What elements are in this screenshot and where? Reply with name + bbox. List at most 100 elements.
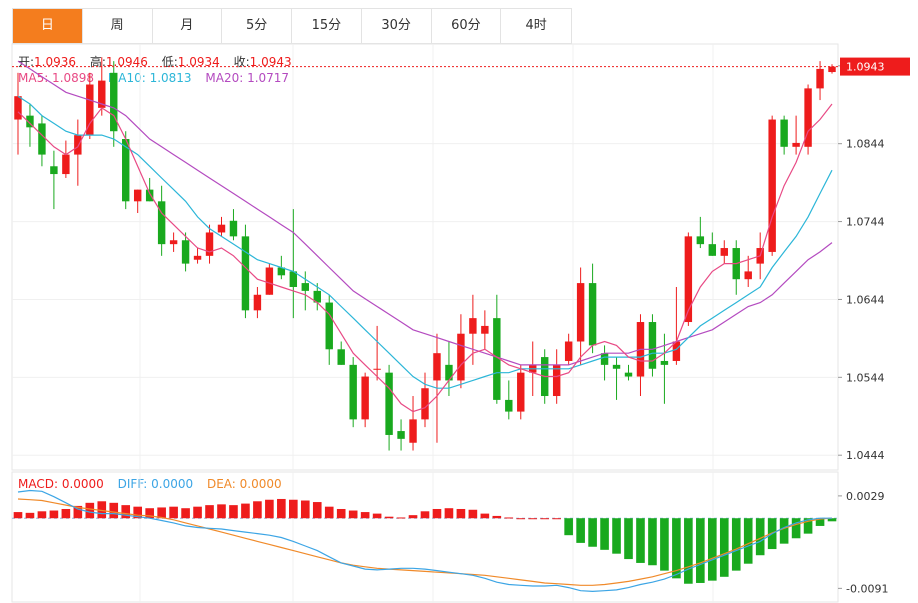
macd-bar [612, 518, 621, 554]
candle-body [564, 341, 573, 361]
macd-bar [229, 505, 238, 519]
macd-bar [444, 508, 454, 519]
macd-bar [516, 518, 526, 520]
candle-body [517, 372, 525, 412]
candle-body [313, 290, 321, 303]
candle-body [325, 302, 333, 350]
ohlc-legend: 开:1.0936 高:1.0946 低:1.0934 收:1.0943 [18, 53, 302, 70]
macd-bar [253, 501, 262, 519]
candle-body [457, 333, 465, 381]
macd-bar [348, 510, 358, 519]
candle-body [672, 341, 681, 361]
ma-legend: MA5: 1.0898 MA10: 1.0813 MA20: 1.0717 [18, 71, 299, 85]
candle-body [493, 318, 501, 400]
candle-body [409, 419, 417, 443]
macd-bar [731, 518, 741, 571]
candle-body [648, 322, 657, 369]
macd-bar [815, 518, 825, 526]
candle-body [86, 84, 94, 136]
macd-bar [540, 518, 550, 520]
candle-body [684, 236, 693, 323]
macd-bar [61, 508, 71, 519]
macd-bar [265, 499, 274, 519]
candle-body [193, 255, 202, 260]
macd-bar [791, 518, 801, 539]
macd-bar [121, 505, 131, 519]
price-tick-label: 1.0744 [846, 216, 885, 229]
macd-bar [660, 518, 669, 571]
macd-tick-label: -0.0091 [846, 582, 888, 595]
candle-body [181, 240, 190, 264]
candle-body [110, 72, 118, 132]
macd-bar [779, 518, 789, 544]
macd-bar [504, 517, 514, 519]
macd-bar [181, 508, 190, 519]
tab-3[interactable]: 5分 [222, 9, 292, 43]
candle-body [98, 80, 106, 108]
macd-bar [719, 518, 729, 577]
candle-body [768, 119, 776, 252]
candle-body [373, 368, 381, 370]
macd-bar [193, 506, 202, 519]
candle-body [660, 360, 669, 365]
candle-body [816, 68, 824, 89]
candle-body [337, 349, 345, 365]
tab-2[interactable]: 月 [153, 9, 223, 43]
macd-bar [456, 508, 466, 519]
macd-bar [755, 518, 765, 556]
candle-body [612, 364, 621, 369]
candle-body [576, 283, 585, 342]
macd-bar [672, 518, 681, 579]
candle-body [720, 248, 728, 256]
candle-body [145, 189, 154, 202]
macd-bar [241, 503, 250, 519]
tab-4[interactable]: 15分 [292, 9, 362, 43]
macd-bar [468, 509, 478, 519]
candle-body [397, 431, 405, 439]
candle-body [552, 364, 561, 397]
price-tick-label: 1.0544 [846, 371, 885, 384]
tab-5[interactable]: 30分 [362, 9, 432, 43]
dea-line [17, 498, 833, 586]
candle-body [744, 271, 752, 280]
macd-bar [37, 511, 47, 519]
macd-bar [217, 504, 226, 519]
candle-body [38, 123, 46, 155]
macd-bar [360, 512, 370, 519]
tab-0[interactable]: 日 [13, 9, 83, 43]
ma5-label: MA5: 1.0898 [18, 71, 95, 85]
candle-body [780, 119, 788, 147]
candle-body [708, 244, 717, 256]
macd-bar [396, 517, 406, 519]
macd-bar [372, 513, 382, 519]
macd-bar [289, 499, 298, 519]
candle-body [289, 271, 298, 287]
macd-bar [600, 518, 609, 550]
candle-body [277, 267, 286, 276]
candle-body [421, 388, 429, 420]
price-tick-label: 1.0644 [846, 293, 885, 306]
candle-body [385, 372, 393, 435]
close-label: 收:1.0943 [233, 55, 292, 69]
macd-tick-label: 0.0029 [846, 490, 885, 503]
candle-body [74, 135, 82, 155]
open-label: 开:1.0936 [18, 55, 77, 69]
low-label: 低:1.0934 [161, 55, 220, 69]
candle-body [133, 189, 142, 202]
last-price-label: 1.0943 [846, 61, 885, 74]
tab-1[interactable]: 周 [83, 9, 153, 43]
tab-6[interactable]: 60分 [432, 9, 502, 43]
candle-body [469, 318, 477, 334]
candle-body [301, 283, 310, 291]
macd-bar [169, 506, 178, 519]
macd-bar [133, 506, 143, 519]
candle-body [241, 236, 250, 311]
period-tabs: 日周月 5分 15分 30分 60分 4时 [12, 8, 572, 44]
candle-body [600, 353, 609, 365]
ma10-line [17, 95, 833, 389]
tab-7[interactable]: 4时 [525, 18, 547, 33]
macd-bar [636, 518, 645, 563]
candle-body [828, 66, 836, 73]
ma20-label: MA20: 1.0717 [205, 71, 290, 85]
